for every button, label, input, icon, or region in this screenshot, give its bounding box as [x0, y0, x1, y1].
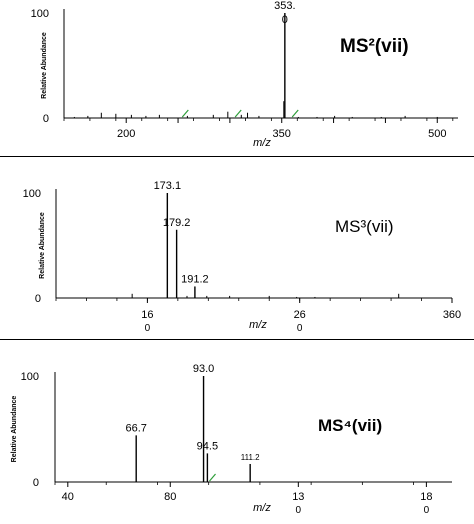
chart-title: MS²(vii): [340, 36, 409, 57]
peak-label: 179.2: [163, 217, 191, 229]
x-tick-label: 13: [292, 491, 304, 503]
y-axis-label: Relative Abundance: [41, 32, 48, 99]
green-marker: [181, 109, 189, 118]
peak-label: 0: [282, 14, 288, 26]
y-axis-label: Relative Abundance: [39, 212, 46, 279]
x-tick-label: 40: [62, 491, 74, 503]
y-tick-label: 100: [21, 371, 39, 383]
x-tick-label: 0: [296, 505, 302, 516]
peak-label: 93.0: [193, 363, 214, 375]
peak-label: 173.1: [154, 180, 182, 192]
y-axis-label: Relative Abundance: [11, 396, 18, 463]
chart-title: MS³(vii): [335, 217, 394, 236]
x-axis-label: m/z: [253, 502, 271, 514]
peak-label: 353.: [274, 0, 295, 12]
x-tick-label: 18: [420, 491, 432, 503]
green-marker: [234, 109, 242, 118]
green-marker: [291, 109, 299, 118]
x-tick-label: 200: [117, 128, 135, 140]
x-tick-label: 500: [428, 128, 446, 140]
x-tick-label: 0: [424, 505, 430, 516]
x-tick-label: 0: [297, 323, 303, 334]
y-tick-label: 0: [43, 113, 49, 125]
x-tick-label: 26: [294, 309, 306, 321]
x-tick-label: 0: [145, 323, 151, 334]
y-tick-label: 100: [23, 188, 41, 200]
peak-label: 66.7: [125, 422, 146, 434]
ms2-panel: 100 0 Relative Abundance 200 350 500 m/z MS²(vi…: [31, 0, 458, 149]
x-tick-label: 80: [164, 491, 176, 503]
peak-label: 94.5: [197, 440, 218, 452]
y-tick-label: 0: [33, 477, 39, 489]
peak-label: 191.2: [181, 273, 209, 285]
green-marker: [209, 473, 216, 482]
x-axis-label: m/z: [249, 319, 267, 331]
y-tick-label: 0: [35, 293, 41, 305]
ms3-panel: 100 0 Relative Abundance 16 0 26 0 360 m/z MS³(vi…: [23, 180, 462, 334]
y-tick-label: 100: [31, 8, 49, 20]
x-axis-label: m/z: [253, 137, 271, 149]
peak-label: 111.2: [241, 453, 260, 462]
x-tick-label: 16: [141, 309, 153, 321]
x-tick-label: 350: [273, 128, 291, 140]
x-tick-label: 360: [443, 309, 461, 321]
chart-title: MS⁴(vii): [318, 416, 382, 435]
ms4-panel: 100 0 Relative Abundance 40 80 13 0 18 0 m/z MS⁴(v…: [11, 363, 452, 516]
